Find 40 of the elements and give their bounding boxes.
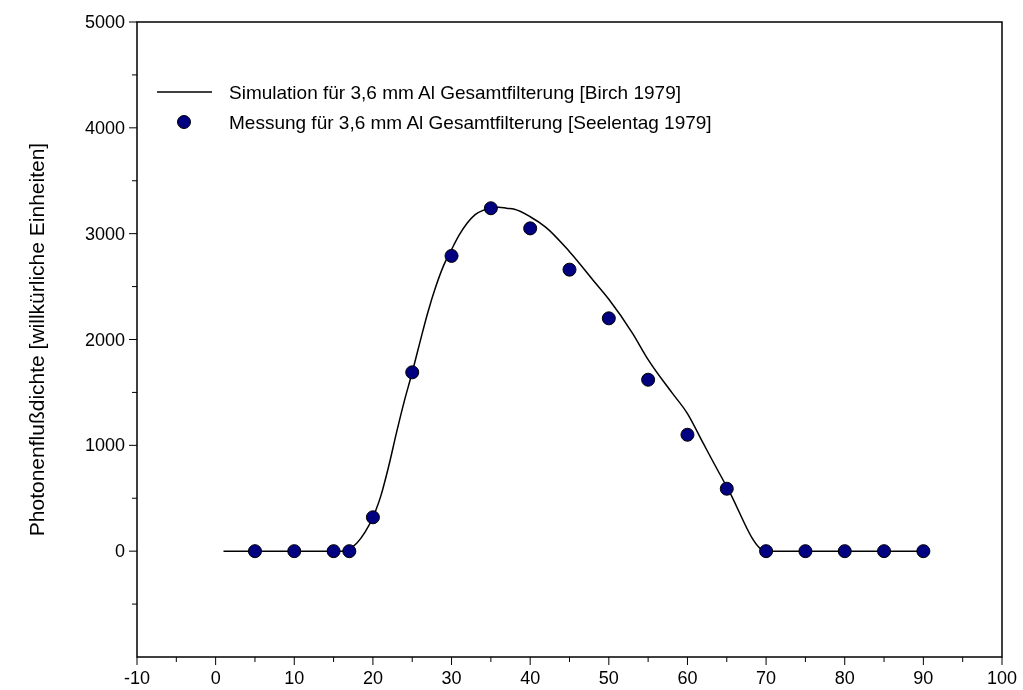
point: [247, 544, 262, 559]
point: [483, 201, 498, 216]
point: [287, 544, 302, 559]
x-tick-label: 30: [441, 668, 462, 688]
x-tick-label: 80: [834, 668, 855, 688]
point: [365, 510, 380, 525]
x-tick-label: 50: [598, 668, 619, 688]
point: [759, 544, 774, 559]
x-tick-label: 20: [362, 668, 383, 688]
y-axis-title: Photonenflußdichte [willkürliche Einheiten]: [25, 142, 48, 537]
point: [601, 311, 616, 326]
point: [444, 248, 459, 263]
y-tick-label: 1000: [84, 435, 125, 456]
y-tick-label: 4000: [84, 117, 125, 138]
point: [719, 481, 734, 496]
point: [405, 365, 420, 380]
x-tick-label: 40: [520, 668, 541, 688]
legend-label: Simulation für 3,6 mm Al Gesamtfilterung [Birch 1979]: [229, 82, 681, 103]
point: [641, 372, 656, 387]
point: [877, 544, 892, 559]
x-tick-label: 100: [986, 668, 1018, 688]
y-tick-label: 0: [114, 541, 125, 562]
point: [680, 427, 695, 442]
x-tick-label: 70: [756, 668, 777, 688]
y-tick-label: 5000: [84, 12, 125, 32]
x-tick-label: -10: [123, 668, 151, 688]
point: [916, 544, 931, 559]
y-tick-label: 3000: [84, 223, 125, 244]
x-tick-label: 90: [913, 668, 934, 688]
point: [562, 262, 577, 277]
legend-label: Messung für 3,6 mm Al Gesamtfilterung [Seelentag 1979]: [229, 112, 712, 133]
y-tick-label: 2000: [84, 329, 125, 350]
point: [326, 544, 341, 559]
point: [523, 221, 538, 236]
point: [342, 544, 357, 559]
x-tick-label: 10: [284, 668, 305, 688]
x-tick-label: 60: [677, 668, 698, 688]
x-tick-label: 0: [210, 668, 221, 688]
point: [837, 544, 852, 559]
point: [798, 544, 813, 559]
